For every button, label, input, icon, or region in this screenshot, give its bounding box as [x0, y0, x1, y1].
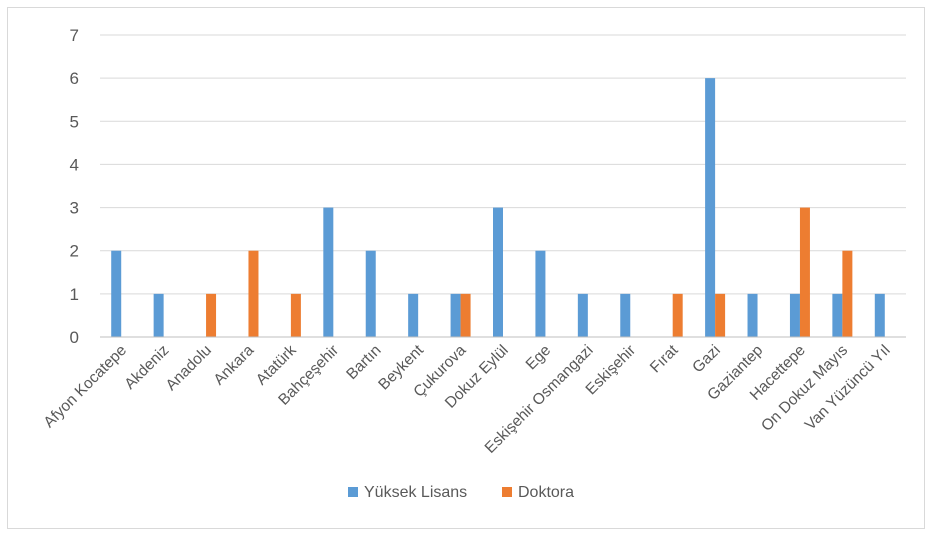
x-category-label: Ankara [211, 342, 258, 389]
bar-yuksek-lisans [365, 250, 376, 337]
x-category-label: Bartın [343, 342, 384, 383]
legend-swatch [502, 487, 512, 497]
bar-doktora [842, 250, 853, 337]
bar-yuksek-lisans [535, 250, 546, 337]
bars [111, 78, 885, 338]
x-category-label: Ege [523, 342, 555, 374]
bar-yuksek-lisans [874, 293, 885, 337]
bar-yuksek-lisans [493, 207, 503, 337]
y-tick-label: 3 [70, 199, 79, 218]
bar-doktora [460, 293, 471, 337]
x-category-label: Anadolu [163, 342, 215, 394]
bar-doktora [248, 250, 259, 337]
y-tick-label: 0 [70, 328, 79, 347]
y-tick-label: 4 [70, 155, 79, 174]
bar-doktora [206, 293, 217, 337]
bar-yuksek-lisans [111, 250, 122, 337]
legend: Yüksek Lisans Doktora [348, 484, 574, 501]
y-tick-label: 5 [70, 112, 79, 131]
bar-yuksek-lisans [450, 293, 461, 337]
bar-yuksek-lisans [789, 293, 800, 337]
x-axis-category-labels: Afyon KocatepeAkdenizAnadoluAnkaraAtatür… [41, 341, 894, 456]
y-tick-label: 7 [70, 26, 79, 45]
chart-frame: 0 1 2 3 4 5 6 7 Afyon Kocatepe Akdeniz Anadolu Ank… [7, 7, 925, 529]
bar-yuksek-lisans [620, 293, 631, 337]
legend-swatch [348, 487, 358, 497]
x-category-label: Gazi [689, 342, 724, 377]
bar-yuksek-lisans [408, 293, 419, 337]
x-category-label: Afyon Kocatepe [41, 342, 130, 431]
bar-chart: 0 1 2 3 4 5 6 7 Afyon KocatepeAkdenizAnadoluAnk… [41, 26, 906, 501]
y-tick-label: 2 [70, 242, 79, 261]
bar-yuksek-lisans [747, 293, 758, 337]
x-category-label: Fırat [647, 341, 682, 376]
bar-doktora [715, 293, 726, 337]
bar-doktora [290, 293, 301, 337]
bar-doktora [672, 293, 683, 337]
bar-doktora [799, 207, 810, 337]
y-tick-label: 1 [70, 285, 79, 304]
bar-yuksek-lisans [153, 293, 164, 337]
y-axis-tick-labels: 0 1 2 3 4 5 6 7 [70, 26, 79, 347]
legend-label: Doktora [518, 484, 574, 501]
legend-label: Yüksek Lisans [364, 484, 467, 501]
bar-yuksek-lisans [705, 78, 716, 338]
y-tick-label: 6 [70, 69, 79, 88]
bar-yuksek-lisans [832, 293, 843, 337]
bar-yuksek-lisans [323, 207, 334, 337]
bar-yuksek-lisans [577, 293, 588, 337]
